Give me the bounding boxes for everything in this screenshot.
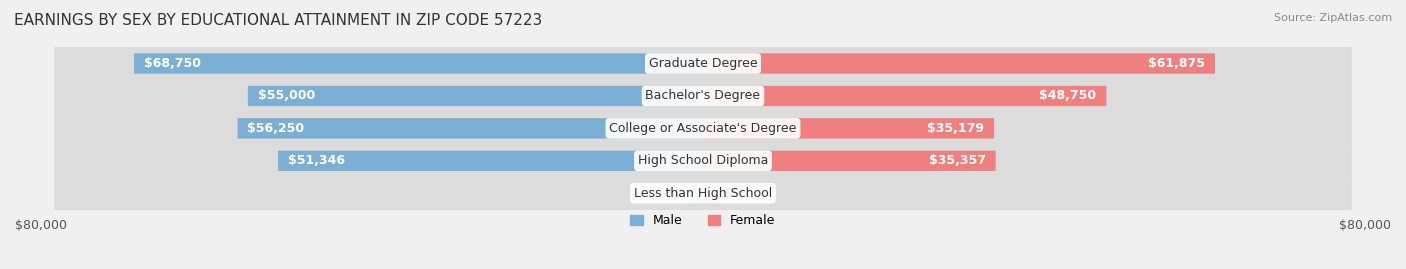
Text: Graduate Degree: Graduate Degree	[648, 57, 758, 70]
Text: EARNINGS BY SEX BY EDUCATIONAL ATTAINMENT IN ZIP CODE 57223: EARNINGS BY SEX BY EDUCATIONAL ATTAINMEN…	[14, 13, 543, 29]
FancyBboxPatch shape	[703, 151, 995, 171]
Text: High School Diploma: High School Diploma	[638, 154, 768, 167]
Legend: Male, Female: Male, Female	[626, 210, 780, 232]
FancyBboxPatch shape	[55, 144, 1351, 178]
Text: College or Associate's Degree: College or Associate's Degree	[609, 122, 797, 135]
FancyBboxPatch shape	[247, 86, 703, 106]
FancyBboxPatch shape	[703, 118, 994, 139]
FancyBboxPatch shape	[703, 53, 1215, 74]
Text: $56,250: $56,250	[247, 122, 305, 135]
Text: Less than High School: Less than High School	[634, 187, 772, 200]
FancyBboxPatch shape	[278, 151, 703, 171]
FancyBboxPatch shape	[134, 53, 703, 74]
Text: $61,875: $61,875	[1149, 57, 1205, 70]
FancyBboxPatch shape	[703, 86, 1107, 106]
FancyBboxPatch shape	[693, 183, 703, 203]
FancyBboxPatch shape	[55, 111, 1351, 146]
FancyBboxPatch shape	[55, 176, 1351, 211]
Text: $35,179: $35,179	[927, 122, 984, 135]
Text: $51,346: $51,346	[288, 154, 344, 167]
Text: $35,357: $35,357	[928, 154, 986, 167]
Text: Bachelor's Degree: Bachelor's Degree	[645, 90, 761, 102]
Text: $68,750: $68,750	[143, 57, 201, 70]
FancyBboxPatch shape	[55, 79, 1351, 113]
Text: $55,000: $55,000	[257, 90, 315, 102]
FancyBboxPatch shape	[55, 46, 1351, 81]
FancyBboxPatch shape	[703, 183, 713, 203]
FancyBboxPatch shape	[238, 118, 703, 139]
Text: $0: $0	[723, 187, 741, 200]
Text: $0: $0	[665, 187, 683, 200]
Text: Source: ZipAtlas.com: Source: ZipAtlas.com	[1274, 13, 1392, 23]
Text: $48,750: $48,750	[1039, 90, 1097, 102]
